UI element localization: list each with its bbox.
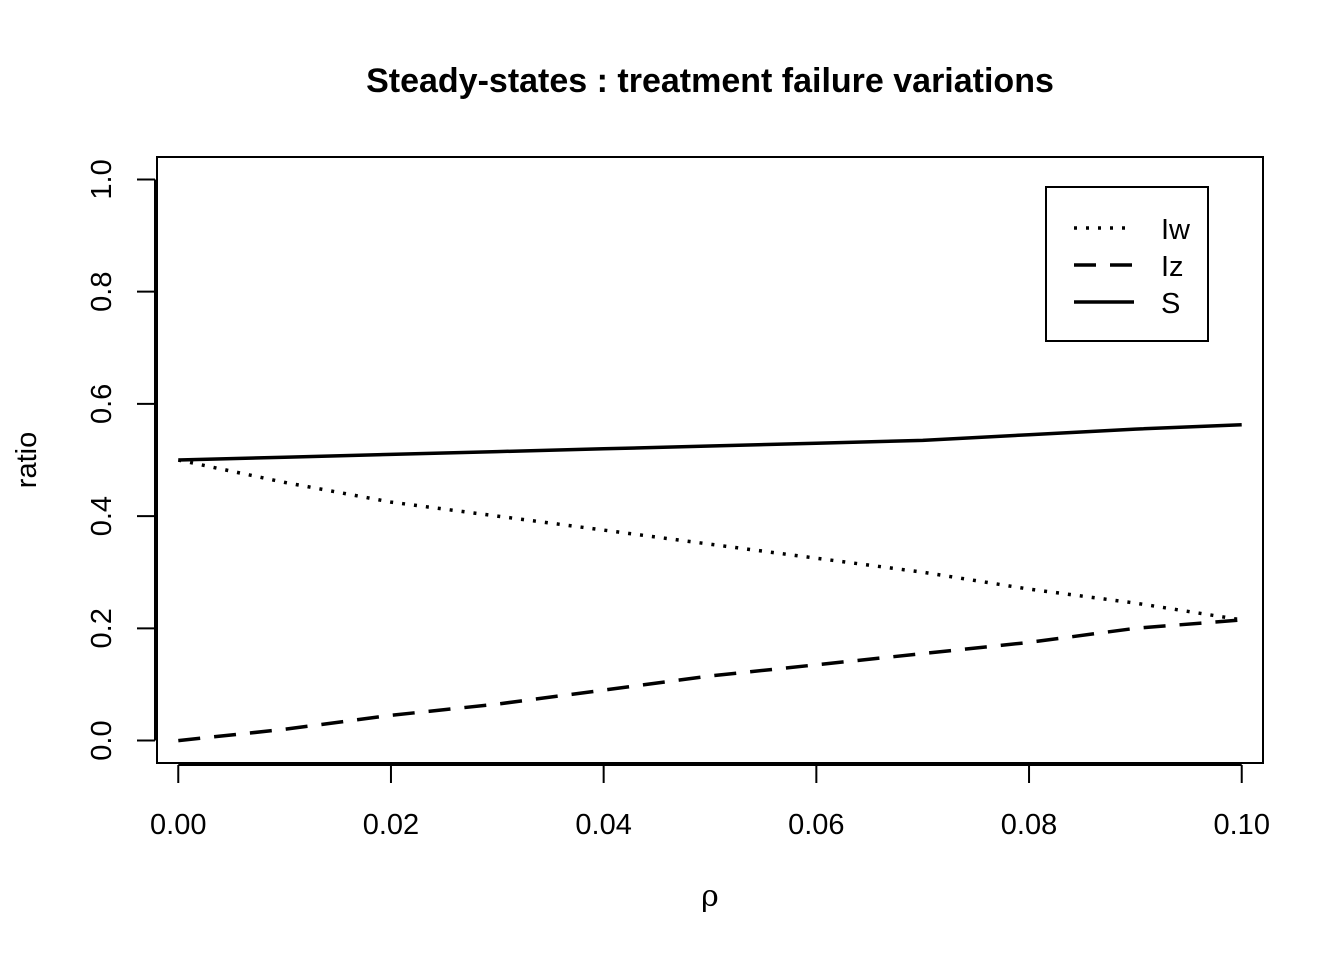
legend-label-iw: Iw — [1161, 214, 1191, 246]
series-layer — [177, 422, 1242, 743]
y-axis-label: ratio — [11, 432, 43, 488]
y-tick-label: 0.6 — [86, 384, 118, 424]
y-tick-label: 0.4 — [86, 496, 118, 536]
series-line-iz — [178, 618, 1242, 743]
x-tick-label: 0.04 — [575, 809, 631, 841]
x-axis: 0.00 0.02 0.04 0.06 0.08 0.10 — [150, 764, 1270, 841]
legend-label-iz: Iz — [1161, 251, 1184, 283]
legend: Iw Iz S — [1045, 186, 1209, 342]
x-tick-label: 0.10 — [1214, 809, 1270, 841]
x-tick-label: 0.00 — [150, 809, 206, 841]
legend-label-s: S — [1161, 288, 1180, 320]
plot-frame — [156, 156, 1264, 764]
y-tick-label: 1.0 — [86, 159, 118, 199]
x-axis-label: ρ — [701, 879, 719, 914]
y-tick-label: 0.0 — [86, 720, 118, 760]
series-line-iw — [177, 458, 1242, 622]
y-axis: 0.0 0.2 0.4 0.6 0.8 1.0 — [86, 159, 156, 761]
y-tick-label: 0.2 — [86, 608, 118, 648]
series-line-s — [178, 422, 1242, 462]
chart-title: Steady-states : treatment failure variat… — [366, 62, 1054, 100]
x-tick-label: 0.08 — [1001, 809, 1057, 841]
x-tick-label: 0.02 — [363, 809, 419, 841]
x-tick-label: 0.06 — [788, 809, 844, 841]
y-tick-label: 0.8 — [86, 272, 118, 312]
